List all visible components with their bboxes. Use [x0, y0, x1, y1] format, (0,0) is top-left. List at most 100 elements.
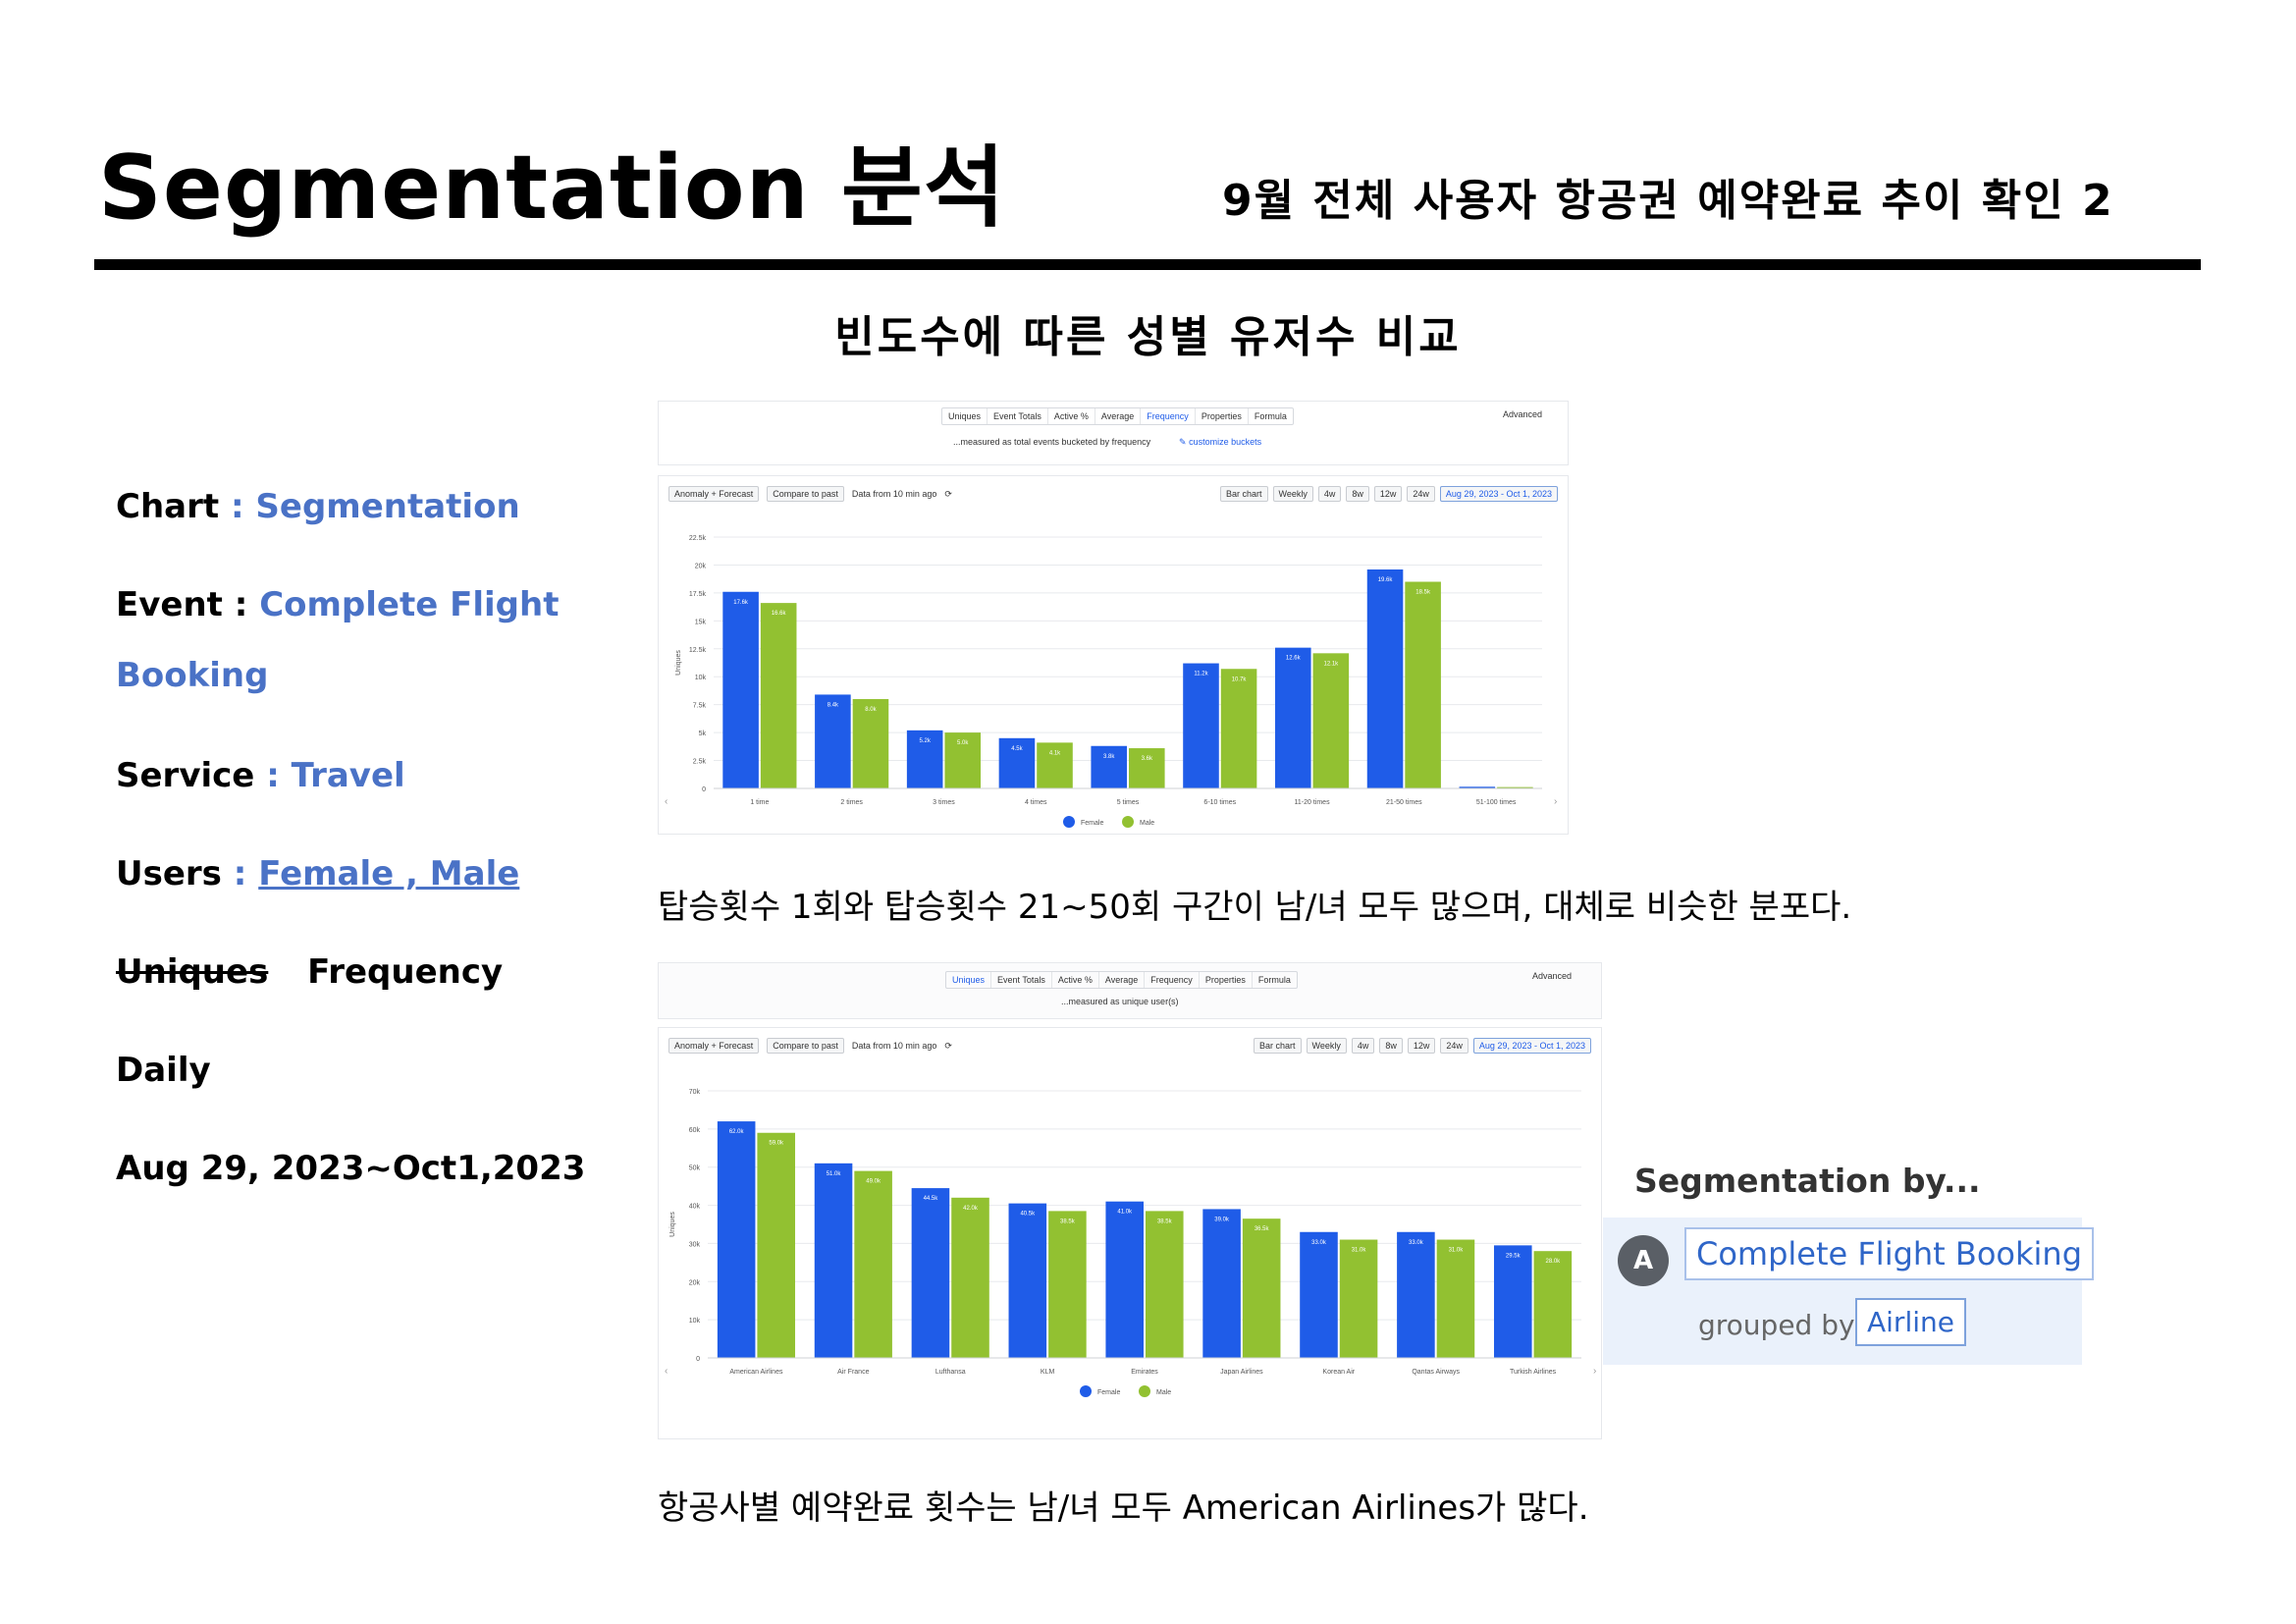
panel2-tab-formula[interactable]: Formula — [1257, 975, 1291, 985]
legend-swatch-male — [1139, 1385, 1150, 1397]
panel1-tab-average[interactable]: Average — [1095, 408, 1142, 424]
panel1-tab-frequency[interactable]: Frequency — [1141, 408, 1196, 424]
bar-value-label: 12.6k — [1286, 656, 1302, 662]
title-divider — [94, 259, 2201, 270]
x-tick-label: Lufthansa — [935, 1369, 966, 1376]
panel2-anomaly-button[interactable]: Anomaly + Forecast — [668, 1038, 760, 1054]
y-tick-label: 0 — [702, 786, 706, 793]
meta-users-value: Female , Male — [258, 854, 520, 893]
panel2-advanced-button[interactable]: Advanced — [1532, 971, 1573, 981]
bar-value-label: 38.5k — [1060, 1218, 1076, 1224]
bar-male — [757, 1132, 796, 1358]
x-tick-label: 11-20 times — [1295, 799, 1331, 806]
panel1-date-range-picker[interactable]: Aug 29, 2023 - Oct 1, 2023 — [1439, 486, 1558, 502]
x-tick-label: 4 times — [1025, 799, 1047, 806]
meta-event: Event : Complete Flight — [116, 585, 559, 624]
bar-value-label: 19.6k — [1378, 577, 1394, 583]
panel2-tab-average[interactable]: Average — [1099, 972, 1146, 988]
airline-bar-chart: 0 10k 20k 30k 40k 50k 60k 70k Uniques 62.0k 59.0k A… — [665, 1089, 1596, 1397]
panel2-tab-event-totals[interactable]: Event Totals — [991, 972, 1052, 988]
y-axis-label: Uniques — [675, 650, 682, 676]
panel1-chart-type-select[interactable]: Bar chart — [1220, 486, 1268, 502]
group-by-property[interactable]: Airline — [1855, 1298, 1966, 1346]
bar-female — [998, 737, 1036, 788]
bar-value-label: 18.5k — [1415, 590, 1431, 596]
panel2-compare-button[interactable]: Compare to past — [767, 1038, 844, 1054]
panel1-tab-uniques[interactable]: Uniques — [942, 408, 988, 424]
panel1-data-freshness: Data from 10 min ago — [851, 489, 937, 499]
panel2-tab-uniques[interactable]: Uniques — [946, 972, 992, 988]
panel1-tab-properties[interactable]: Properties — [1196, 408, 1249, 424]
y-tick-label: 15k — [695, 619, 707, 625]
panel1-range-12w[interactable]: 12w — [1373, 486, 1403, 502]
panel2-date-range-picker[interactable]: Aug 29, 2023 - Oct 1, 2023 — [1472, 1038, 1591, 1054]
meta-frequency: Frequency — [307, 952, 504, 992]
bar-male — [1048, 1211, 1087, 1358]
panel1-measured-note: ...measured as total events bucketed by … — [953, 437, 1151, 447]
panel1-range-4w[interactable]: 4w — [1317, 486, 1342, 502]
bar-value-label: 17.6k — [733, 600, 749, 606]
panel1-compare-button[interactable]: Compare to past — [767, 486, 844, 502]
legend-label: Female — [1081, 820, 1103, 827]
meta-date-range: Aug 29, 2023~Oct1,2023 — [116, 1149, 586, 1188]
bar-male — [854, 1170, 892, 1358]
panel1-customize-link[interactable]: ✎ customize buckets — [1179, 437, 1261, 448]
grouped-by-label: grouped by — [1698, 1309, 1855, 1341]
bar-value-label: 33.0k — [1409, 1240, 1424, 1246]
x-tick-label: 21-50 times — [1386, 799, 1422, 806]
panel2-range-24w[interactable]: 24w — [1440, 1038, 1468, 1054]
meta-event-label: Event : — [116, 585, 248, 624]
panel2-chart-type-select[interactable]: Bar chart — [1254, 1038, 1302, 1054]
panel2-range-8w[interactable]: 8w — [1379, 1038, 1403, 1054]
bar-female — [814, 1163, 853, 1358]
panel1-interval-select[interactable]: Weekly — [1272, 486, 1313, 502]
meta-chart: Chart : Segmentation — [116, 487, 520, 526]
panel2-chart-container: Anomaly + Forecast Compare to past Data … — [658, 1027, 1602, 1439]
bar-female — [1091, 745, 1127, 788]
panel2-range-12w[interactable]: 12w — [1407, 1038, 1436, 1054]
bar-female — [1202, 1209, 1241, 1358]
bar-value-label: 16.6k — [772, 611, 787, 617]
meta-uniques-struck: Uniques — [116, 952, 269, 992]
x-tick-label: 1 time — [750, 799, 769, 806]
bar-value-label: 41.0k — [1117, 1210, 1133, 1216]
bar-male — [1436, 1239, 1475, 1358]
meta-users: Users : Female , Male — [116, 854, 519, 893]
panel1-advanced-button[interactable]: Advanced — [1503, 409, 1543, 419]
panel1-chart-container: Anomaly + Forecast Compare to past Data … — [658, 475, 1569, 835]
panel2-interval-select[interactable]: Weekly — [1306, 1038, 1347, 1054]
bar-value-label: 51.0k — [827, 1171, 842, 1177]
bar-male — [760, 603, 797, 788]
panel1-tab-active[interactable]: Active % — [1048, 408, 1095, 424]
panel1-anomaly-button[interactable]: Anomaly + Forecast — [668, 486, 760, 502]
y-tick-label: 10k — [695, 675, 707, 681]
panel1-metric-tabs: Uniques Event Totals Active % Average Fr… — [941, 407, 1294, 425]
x-tick-label: 6-10 times — [1203, 799, 1236, 806]
legend-label: Male — [1140, 820, 1154, 827]
bar-value-label: 31.0k — [1449, 1248, 1465, 1254]
x-tick-label: 51-100 times — [1476, 799, 1517, 806]
bar-value-label: 12.1k — [1323, 661, 1339, 667]
bar-value-label: 31.0k — [1352, 1248, 1367, 1254]
refresh-icon[interactable]: ⟳ — [944, 488, 952, 499]
event-selector[interactable]: Complete Flight Booking — [1684, 1227, 2095, 1280]
panel2-tab-active[interactable]: Active % — [1052, 972, 1099, 988]
panel1-tab-formula[interactable]: Formula — [1254, 411, 1287, 421]
panel1-toolbar-right: Bar chart Weekly 4w 8w 12w 24w Aug 29, 2… — [1220, 486, 1558, 502]
bar-value-label: 11.2k — [1194, 672, 1208, 677]
panel1-customize-label: customize buckets — [1189, 437, 1262, 447]
panel2-tab-frequency[interactable]: Frequency — [1145, 972, 1200, 988]
bar-value-label: 5.2k — [919, 738, 931, 744]
bar-value-label: 62.0k — [729, 1129, 745, 1135]
panel2-measured-note: ...measured as unique user(s) — [1061, 997, 1179, 1006]
legend-swatch-female — [1063, 816, 1075, 828]
panel1-tab-event-totals[interactable]: Event Totals — [988, 408, 1048, 424]
bar-female — [1105, 1201, 1144, 1358]
panel2-tabbar-container: Uniques Event Totals Active % Average Fr… — [658, 962, 1602, 1019]
panel1-range-8w[interactable]: 8w — [1346, 486, 1369, 502]
refresh-icon[interactable]: ⟳ — [944, 1040, 952, 1051]
panel2-tab-properties[interactable]: Properties — [1200, 972, 1253, 988]
panel2-range-4w[interactable]: 4w — [1351, 1038, 1375, 1054]
y-axis-label: Uniques — [669, 1212, 676, 1237]
panel1-range-24w[interactable]: 24w — [1407, 486, 1435, 502]
